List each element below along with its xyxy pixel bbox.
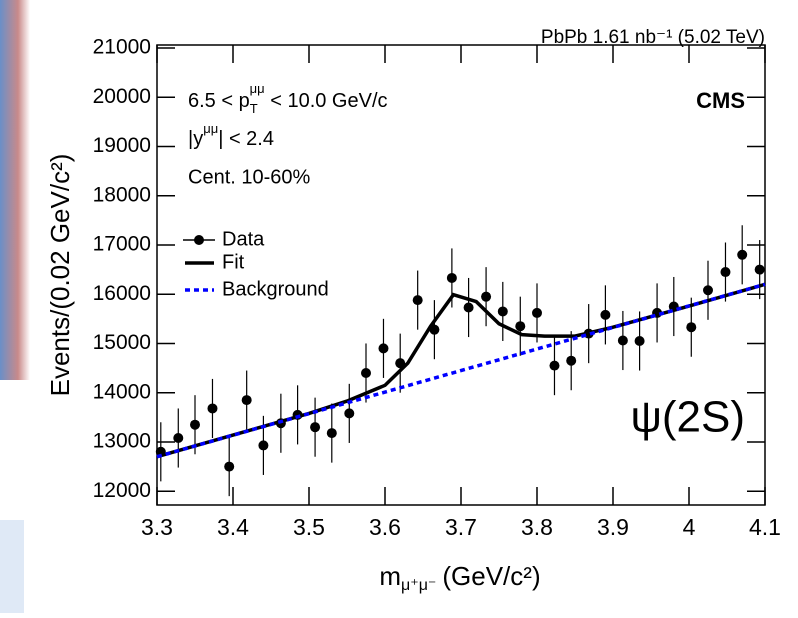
- x-tick-label: 4.1: [749, 514, 781, 540]
- x-tick-label: 4: [683, 514, 696, 540]
- x-tick-label: 3.3: [141, 514, 173, 540]
- legend-label: Fit: [222, 251, 245, 273]
- data-point: [737, 249, 748, 260]
- legend-symbol: [194, 235, 204, 245]
- x-tick-label: 3.8: [521, 514, 553, 540]
- data-point: [617, 335, 628, 346]
- backdrop-strip: [0, 0, 30, 380]
- x-tick-label: 3.5: [293, 514, 325, 540]
- x-tick-label: 3.4: [217, 514, 249, 540]
- data-point: [720, 267, 731, 278]
- y-tick-label: 13000: [93, 430, 151, 453]
- data-point: [532, 307, 542, 318]
- x-tick-label: 3.7: [445, 514, 477, 540]
- annotation-part: | < 2.4: [218, 128, 274, 150]
- y-tick-label: 19000: [93, 134, 151, 157]
- backdrop-strip: [0, 520, 24, 613]
- experiment-label: CMS: [696, 88, 745, 113]
- data-point: [515, 321, 526, 332]
- data-point: [549, 360, 560, 371]
- data-point: [344, 408, 355, 419]
- x-tick-label: 3.6: [369, 514, 401, 540]
- data-point: [754, 264, 765, 275]
- legend-label: Background: [222, 278, 329, 300]
- annotation: Cent. 10-60%: [188, 166, 311, 188]
- y-tick-label: 14000: [93, 380, 151, 403]
- x-axis-title: mμ⁺μ⁻ (GeV/c²): [379, 561, 540, 594]
- y-tick-label: 12000: [93, 479, 151, 502]
- data-point: [481, 291, 492, 302]
- x-axis-title-part: (GeV/c²): [442, 561, 540, 591]
- data-point: [190, 419, 200, 430]
- data-point: [258, 440, 269, 451]
- annotation-sup: μμ: [250, 81, 265, 96]
- data-point: [446, 272, 457, 283]
- data-point: [395, 358, 406, 369]
- x-tick-label: 3.9: [597, 514, 629, 540]
- annotation: 6.5 < pTμμ < 10.0 GeV/c: [188, 81, 388, 116]
- annotation-sub: T: [250, 101, 258, 116]
- y-axis-title: Events/(0.02 GeV/c²): [45, 154, 75, 397]
- data-point: [566, 355, 577, 366]
- data-point: [497, 306, 508, 317]
- legend-label: Data: [222, 228, 265, 250]
- x-axis-title-part: m: [379, 561, 401, 591]
- y-tick-label: 20000: [93, 85, 151, 108]
- y-tick-label: 17000: [93, 233, 151, 256]
- annotation-part: < 10.0 GeV/c: [265, 90, 388, 112]
- y-tick-label: 21000: [93, 36, 151, 59]
- x-axis-title-sub: μ⁺μ⁻: [401, 577, 436, 594]
- y-tick-label: 15000: [93, 331, 151, 354]
- data-point: [173, 433, 184, 444]
- data-point: [310, 422, 321, 433]
- annotation: |yμμ| < 2.4: [188, 121, 274, 150]
- background-line: [156, 282, 766, 459]
- chart-title: PbPb 1.61 nb⁻¹ (5.02 TeV): [541, 27, 765, 48]
- data-point: [463, 302, 474, 313]
- annotation-part: 6.5 < p: [188, 90, 250, 112]
- data-point: [412, 295, 423, 306]
- data-point: [224, 461, 235, 472]
- data-point: [600, 309, 611, 320]
- y-tick-label: 16000: [93, 282, 151, 305]
- state-label: ψ(2S): [631, 393, 746, 442]
- data-point: [634, 335, 645, 346]
- data-point: [686, 322, 697, 333]
- annotation-sup: μμ: [203, 121, 218, 136]
- data-point: [378, 343, 389, 354]
- annotation-part: |y: [188, 128, 203, 150]
- data-point: [703, 285, 713, 296]
- data-point: [207, 403, 218, 414]
- data-point: [361, 368, 371, 379]
- data-point: [326, 428, 337, 439]
- data-point: [241, 395, 252, 406]
- y-tick-label: 18000: [93, 183, 151, 206]
